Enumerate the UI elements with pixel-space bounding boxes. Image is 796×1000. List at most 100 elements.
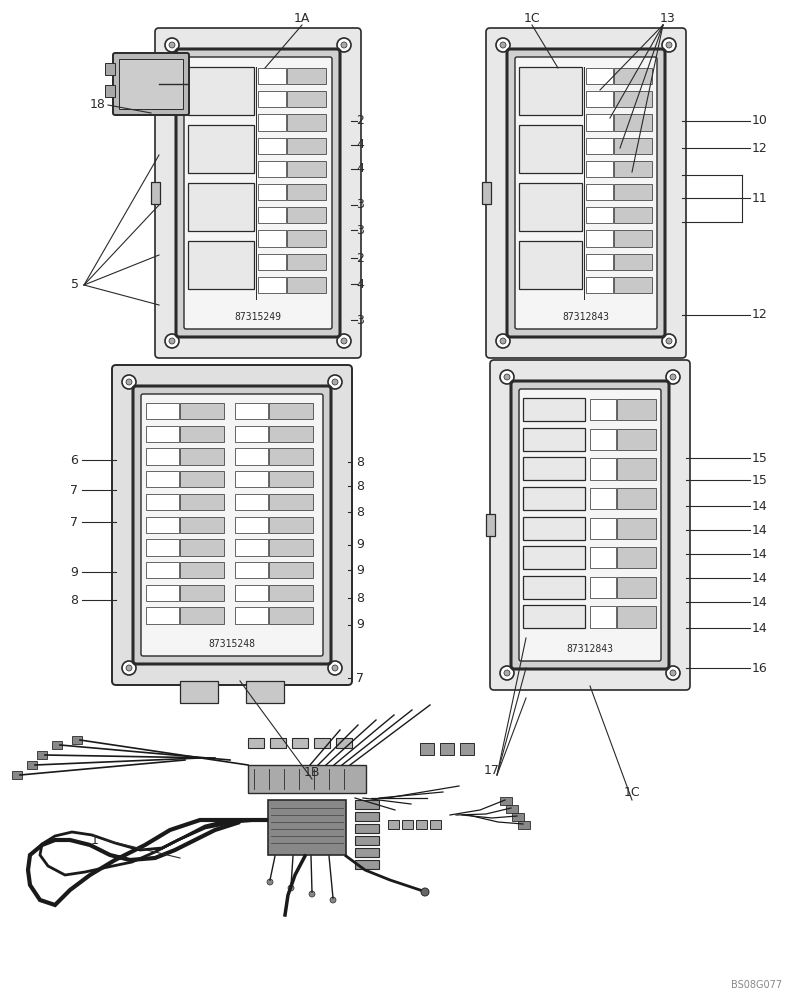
Bar — [258, 277, 287, 293]
Bar — [146, 539, 178, 556]
Bar — [591, 606, 616, 628]
Text: 6: 6 — [70, 454, 78, 466]
Bar — [180, 517, 224, 533]
Bar — [617, 429, 656, 450]
Bar — [287, 138, 326, 154]
Text: 16: 16 — [752, 662, 768, 674]
Bar — [519, 183, 582, 231]
Bar — [355, 848, 379, 857]
Bar — [146, 517, 178, 533]
Bar — [188, 67, 253, 115]
Circle shape — [288, 885, 294, 891]
Bar — [586, 138, 613, 154]
Bar — [615, 277, 652, 293]
Bar — [180, 539, 224, 556]
Text: 14: 14 — [752, 572, 768, 584]
Bar — [180, 403, 224, 419]
Text: 3: 3 — [356, 224, 364, 236]
Bar — [180, 494, 224, 510]
Text: 11: 11 — [752, 192, 768, 205]
Text: 10: 10 — [752, 114, 768, 127]
Circle shape — [496, 38, 510, 52]
Text: 1C: 1C — [524, 11, 540, 24]
Bar — [146, 426, 178, 442]
Bar — [615, 184, 652, 200]
Bar — [617, 577, 656, 598]
Circle shape — [662, 38, 676, 52]
FancyBboxPatch shape — [486, 28, 686, 358]
Text: 87315248: 87315248 — [209, 639, 256, 649]
Text: 5: 5 — [71, 278, 79, 292]
Bar — [617, 547, 656, 568]
Bar — [500, 797, 512, 805]
Text: 87315249: 87315249 — [235, 312, 282, 322]
Text: 7: 7 — [70, 516, 78, 528]
Bar — [523, 428, 585, 451]
FancyBboxPatch shape — [519, 389, 661, 661]
Bar — [119, 59, 183, 109]
Bar — [287, 68, 326, 84]
Text: 12: 12 — [752, 141, 768, 154]
Bar — [12, 771, 22, 779]
Bar — [105, 63, 115, 75]
Bar — [180, 585, 224, 601]
Circle shape — [332, 665, 338, 671]
Bar — [615, 207, 652, 223]
Bar — [460, 743, 474, 755]
Text: 1B: 1B — [304, 766, 320, 778]
Bar — [258, 184, 287, 200]
Bar — [268, 800, 346, 855]
Text: 9: 9 — [70, 566, 78, 578]
Bar — [314, 738, 330, 748]
Bar — [146, 494, 178, 510]
Bar — [269, 517, 314, 533]
FancyBboxPatch shape — [507, 49, 665, 337]
Bar — [72, 736, 82, 744]
Bar — [486, 514, 495, 536]
Bar — [105, 85, 115, 97]
Bar — [586, 184, 613, 200]
Bar — [586, 230, 613, 247]
Text: 9: 9 — [356, 564, 364, 576]
Bar — [615, 254, 652, 270]
Circle shape — [341, 42, 347, 48]
Text: 9: 9 — [356, 538, 364, 552]
Bar — [235, 494, 267, 510]
FancyBboxPatch shape — [133, 386, 331, 664]
Bar — [586, 161, 613, 177]
Bar — [287, 207, 326, 223]
Bar — [269, 607, 314, 624]
Text: 4: 4 — [356, 162, 364, 176]
Bar — [519, 241, 582, 289]
Bar — [235, 607, 267, 624]
Bar — [188, 183, 253, 231]
Bar — [188, 125, 253, 173]
Circle shape — [165, 38, 179, 52]
Circle shape — [666, 42, 672, 48]
Text: 8: 8 — [356, 480, 364, 492]
Bar — [146, 607, 178, 624]
Bar — [235, 471, 267, 487]
Circle shape — [421, 888, 429, 896]
Text: 17: 17 — [484, 764, 500, 776]
Bar — [180, 448, 224, 465]
Bar — [518, 821, 530, 829]
Bar — [591, 399, 616, 420]
Bar — [269, 426, 314, 442]
Bar — [615, 230, 652, 247]
Bar — [523, 516, 585, 540]
Circle shape — [500, 42, 506, 48]
Circle shape — [496, 334, 510, 348]
Text: 9: 9 — [356, 618, 364, 632]
Bar — [269, 448, 314, 465]
Text: 1A: 1A — [294, 11, 310, 24]
Text: 2: 2 — [356, 251, 364, 264]
Bar — [258, 254, 287, 270]
Text: 14: 14 — [752, 595, 768, 608]
Bar — [617, 458, 656, 480]
Bar — [287, 161, 326, 177]
Bar — [519, 125, 582, 173]
Circle shape — [332, 379, 338, 385]
FancyBboxPatch shape — [184, 57, 332, 329]
Text: 14: 14 — [752, 548, 768, 560]
